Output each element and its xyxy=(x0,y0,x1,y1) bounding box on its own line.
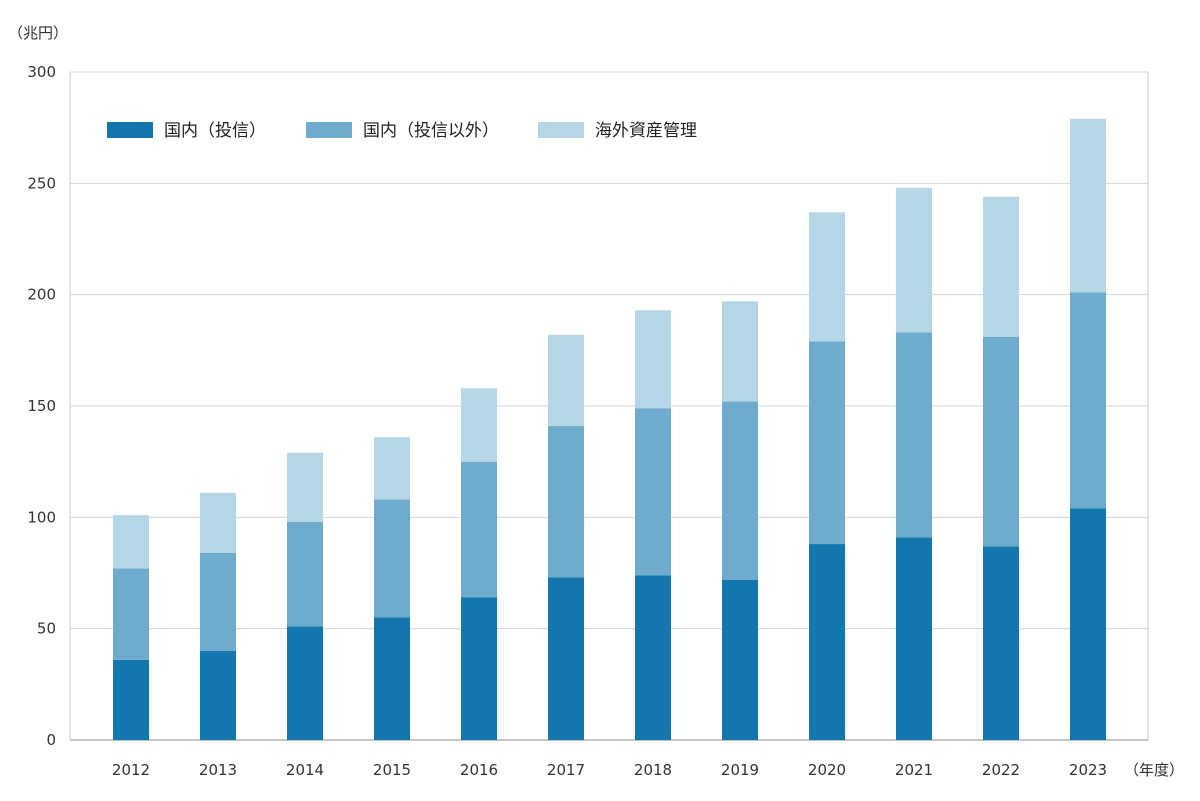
bar-segment-2 xyxy=(1070,292,1106,509)
y-tick-label: 0 xyxy=(46,731,56,749)
bar-segment-2 xyxy=(113,568,149,660)
bar-segment-2 xyxy=(983,336,1019,547)
bar-segment-3 xyxy=(635,310,671,409)
bar-segment-2 xyxy=(896,332,932,538)
y-tick-label: 50 xyxy=(37,620,56,638)
bar-segment-1 xyxy=(548,577,584,740)
bar-segment-2 xyxy=(200,552,236,651)
bar-segment-3 xyxy=(722,301,758,402)
x-tick-label: 2017 xyxy=(547,761,585,779)
bar-segment-3 xyxy=(461,388,497,462)
bar-segment-3 xyxy=(983,196,1019,337)
x-tick-label: 2014 xyxy=(286,761,324,779)
legend-label: 国内（投信） xyxy=(164,121,266,141)
y-tick-label: 200 xyxy=(27,286,56,304)
bar-segment-2 xyxy=(722,401,758,580)
bar-segment-1 xyxy=(809,544,845,740)
bar-segment-3 xyxy=(896,187,932,333)
x-tick-label: 2020 xyxy=(808,761,846,779)
bar-segment-2 xyxy=(287,521,323,627)
bar-segment-1 xyxy=(113,659,149,740)
x-tick-label: 2016 xyxy=(460,761,498,779)
bar-segment-3 xyxy=(809,212,845,342)
x-tick-label: 2022 xyxy=(982,761,1020,779)
x-tick-label: 2018 xyxy=(634,761,672,779)
bar-segment-2 xyxy=(635,408,671,576)
legend-label: 国内（投信以外） xyxy=(363,121,499,141)
bar-segment-1 xyxy=(374,617,410,740)
bar-segment-1 xyxy=(1070,508,1106,740)
bar-segment-3 xyxy=(1070,118,1106,293)
bar-segment-1 xyxy=(635,575,671,740)
bars xyxy=(113,118,1106,740)
legend-swatch xyxy=(306,122,352,138)
bar-segment-1 xyxy=(722,579,758,740)
y-tick-label: 150 xyxy=(27,397,56,415)
bar-segment-3 xyxy=(287,452,323,522)
legend-label: 海外資産管理 xyxy=(595,121,697,141)
x-tick-label: 2015 xyxy=(373,761,411,779)
bar-segment-2 xyxy=(374,499,410,618)
y-tick-label: 100 xyxy=(27,508,56,526)
y-tick-label: 250 xyxy=(27,174,56,192)
y-axis-ticks: 0 50 100 150 200 250 300 xyxy=(27,63,56,749)
gridlines xyxy=(69,71,1149,741)
x-tick-label: 2023 xyxy=(1069,761,1107,779)
x-axis-ticks: 2012 2013 2014 2015 2016 2017 2018 2019 2020 2021… xyxy=(112,761,1107,779)
bar-segment-2 xyxy=(548,426,584,578)
bar-segment-3 xyxy=(548,334,584,427)
y-unit-label: （兆円） xyxy=(8,24,68,42)
bar-segment-2 xyxy=(809,341,845,545)
legend: 国内（投信） 国内（投信以外） 海外資産管理 xyxy=(107,121,697,141)
bar-segment-1 xyxy=(287,626,323,740)
legend-swatch xyxy=(538,122,584,138)
bar-segment-1 xyxy=(896,537,932,740)
bar-segment-3 xyxy=(200,492,236,553)
x-tick-label: 2013 xyxy=(199,761,237,779)
bar-segment-3 xyxy=(374,437,410,500)
bar-segment-1 xyxy=(461,597,497,740)
x-tick-label: 2021 xyxy=(895,761,933,779)
bar-segment-3 xyxy=(113,515,149,569)
x-tick-label: 2019 xyxy=(721,761,759,779)
bar-segment-2 xyxy=(461,461,497,598)
x-unit-label: （年度） xyxy=(1124,761,1184,779)
legend-swatch xyxy=(107,122,153,138)
bar-segment-1 xyxy=(983,546,1019,740)
y-tick-label: 300 xyxy=(27,63,56,81)
x-tick-label: 2012 xyxy=(112,761,150,779)
bar-segment-1 xyxy=(200,650,236,740)
